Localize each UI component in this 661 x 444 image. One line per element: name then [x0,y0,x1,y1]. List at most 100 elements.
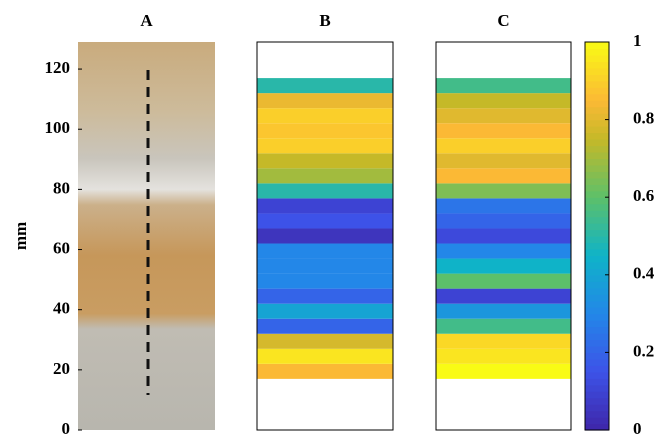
stripe [437,138,571,153]
colorbar-cell [585,294,609,301]
colorbar-cell [585,262,609,269]
stripe [437,289,571,304]
stripe [437,93,571,108]
colorbar-cell [585,275,609,282]
stripe [437,319,571,334]
colorbar-cell [585,152,609,159]
colorbar-cell [585,158,609,165]
stripe [258,78,393,93]
panel-title: B [319,11,330,30]
colorbar-cell [585,94,609,101]
y-tick-label: 40 [53,299,70,318]
stripe [437,259,571,274]
stripe [258,183,393,198]
stripe [437,364,571,379]
stripe [258,123,393,138]
colorbar-cell [585,178,609,185]
colorbar-cell [585,48,609,55]
stripe [437,244,571,259]
colorbar-cell [585,391,609,398]
colorbar-cell [585,165,609,172]
colorbar-cell [585,74,609,81]
stripe [258,334,393,349]
stripe [437,123,571,138]
colorbar-cell [585,378,609,385]
colorbar-cell [585,255,609,262]
colorbar-cell [585,314,609,321]
colorbar-cell [585,359,609,366]
stripe [437,304,571,319]
y-tick-label: 120 [45,58,71,77]
stripe [258,228,393,243]
colorbar-cell [585,281,609,288]
y-tick-label: 100 [45,118,71,137]
colorbar-cell [585,139,609,146]
y-tick-label: 80 [53,178,70,197]
y-tick-label: 60 [53,238,70,257]
stripe [258,259,393,274]
colorbar-cell [585,100,609,107]
colorbar-cell [585,352,609,359]
colorbar-cell [585,398,609,405]
colorbar-cell [585,327,609,334]
colorbar-cell [585,133,609,140]
colorbar-cell [585,372,609,379]
stripe [437,183,571,198]
stripe [437,228,571,243]
colorbar-cell [585,120,609,127]
colorbar-cell [585,236,609,243]
colorbar-tick-label: 0.4 [633,264,655,283]
stripe [437,78,571,93]
y-tick-label: 0 [62,419,71,438]
y-tick-label: 20 [53,359,70,378]
colorbar-cell [585,301,609,308]
stripe [437,274,571,289]
stripe [258,274,393,289]
colorbar-cell [585,171,609,178]
colorbar-cell [585,333,609,340]
stripe [437,334,571,349]
stripe [258,349,393,364]
colorbar-cell [585,307,609,314]
colorbar-cell [585,385,609,392]
chart: mm 020406080100120ABC00.20.40.60.81 [0,0,661,439]
colorbar-cell [585,55,609,62]
colorbar-cell [585,184,609,191]
colorbar-cell [585,249,609,256]
colorbar-cell [585,217,609,224]
stripe [258,153,393,168]
colorbar-cell [585,107,609,114]
stripe [258,93,393,108]
stripe [258,168,393,183]
stripe [258,138,393,153]
colorbar-cell [585,242,609,249]
stripe [437,198,571,213]
colorbar-cell [585,126,609,133]
colorbar-cell [585,204,609,211]
colorbar-cell [585,223,609,230]
stripe [258,108,393,123]
stripe [258,244,393,259]
colorbar-cell [585,365,609,372]
colorbar-cell [585,230,609,237]
stripe [258,213,393,228]
panel-title: A [140,11,153,30]
stripe [437,108,571,123]
stripe [437,153,571,168]
stripe [258,198,393,213]
colorbar-cell [585,210,609,217]
colorbar-tick-label: 0.8 [633,109,654,128]
colorbar-cell [585,417,609,424]
colorbar-cell [585,404,609,411]
colorbar-cell [585,145,609,152]
colorbar-cell [585,61,609,68]
stripe [258,289,393,304]
colorbar-cell [585,339,609,346]
stripe [437,213,571,228]
colorbar-cell [585,81,609,88]
colorbar-tick-label: 0.6 [633,186,654,205]
colorbar-cell [585,68,609,75]
stripe [258,304,393,319]
colorbar-tick-label: 0 [633,419,642,438]
colorbar-cell [585,411,609,418]
